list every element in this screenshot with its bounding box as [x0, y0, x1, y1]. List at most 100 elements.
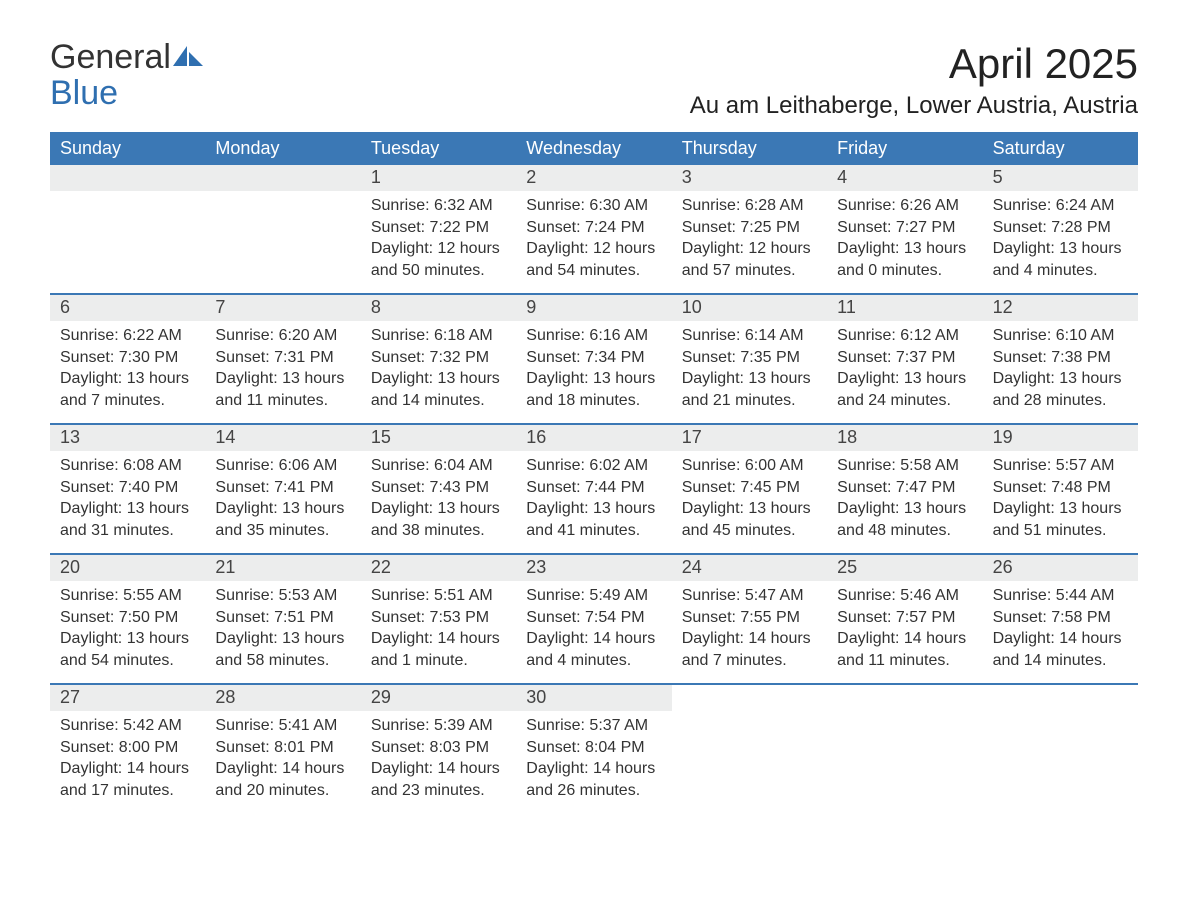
day-number: 3 — [672, 165, 827, 191]
day-details: Sunrise: 6:14 AMSunset: 7:35 PMDaylight:… — [672, 321, 827, 419]
sunset-text: Sunset: 7:41 PM — [215, 477, 350, 499]
day-cell: 6Sunrise: 6:22 AMSunset: 7:30 PMDaylight… — [50, 295, 205, 423]
daylight-text: Daylight: 13 hours and 24 minutes. — [837, 368, 972, 411]
location-subtitle: Au am Leithaberge, Lower Austria, Austri… — [690, 92, 1138, 120]
day-cell — [205, 165, 360, 293]
weekday-header: Thursday — [672, 132, 827, 165]
day-number: 29 — [361, 685, 516, 711]
daylight-text: Daylight: 14 hours and 11 minutes. — [837, 628, 972, 671]
daylight-text: Daylight: 13 hours and 35 minutes. — [215, 498, 350, 541]
day-details: Sunrise: 5:39 AMSunset: 8:03 PMDaylight:… — [361, 711, 516, 809]
day-number — [827, 685, 982, 711]
day-details: Sunrise: 6:32 AMSunset: 7:22 PMDaylight:… — [361, 191, 516, 289]
day-number: 26 — [983, 555, 1138, 581]
day-details: Sunrise: 6:24 AMSunset: 7:28 PMDaylight:… — [983, 191, 1138, 289]
sunrise-text: Sunrise: 6:16 AM — [526, 325, 661, 347]
day-cell: 13Sunrise: 6:08 AMSunset: 7:40 PMDayligh… — [50, 425, 205, 553]
weekday-header: Monday — [205, 132, 360, 165]
sunset-text: Sunset: 7:34 PM — [526, 347, 661, 369]
daylight-text: Daylight: 14 hours and 23 minutes. — [371, 758, 506, 801]
day-number: 12 — [983, 295, 1138, 321]
sunset-text: Sunset: 7:51 PM — [215, 607, 350, 629]
sunrise-text: Sunrise: 5:51 AM — [371, 585, 506, 607]
sunset-text: Sunset: 7:31 PM — [215, 347, 350, 369]
sunset-text: Sunset: 7:58 PM — [993, 607, 1128, 629]
day-number: 4 — [827, 165, 982, 191]
daylight-text: Daylight: 13 hours and 18 minutes. — [526, 368, 661, 411]
sunset-text: Sunset: 7:35 PM — [682, 347, 817, 369]
week-row: 13Sunrise: 6:08 AMSunset: 7:40 PMDayligh… — [50, 423, 1138, 553]
daylight-text: Daylight: 13 hours and 41 minutes. — [526, 498, 661, 541]
sunrise-text: Sunrise: 5:49 AM — [526, 585, 661, 607]
day-details: Sunrise: 5:41 AMSunset: 8:01 PMDaylight:… — [205, 711, 360, 809]
day-cell: 3Sunrise: 6:28 AMSunset: 7:25 PMDaylight… — [672, 165, 827, 293]
day-cell: 4Sunrise: 6:26 AMSunset: 7:27 PMDaylight… — [827, 165, 982, 293]
day-number: 25 — [827, 555, 982, 581]
day-cell: 11Sunrise: 6:12 AMSunset: 7:37 PMDayligh… — [827, 295, 982, 423]
day-cell: 18Sunrise: 5:58 AMSunset: 7:47 PMDayligh… — [827, 425, 982, 553]
sunset-text: Sunset: 7:55 PM — [682, 607, 817, 629]
daylight-text: Daylight: 14 hours and 17 minutes. — [60, 758, 195, 801]
day-number — [50, 165, 205, 191]
sunrise-text: Sunrise: 6:14 AM — [682, 325, 817, 347]
day-details: Sunrise: 6:28 AMSunset: 7:25 PMDaylight:… — [672, 191, 827, 289]
daylight-text: Daylight: 14 hours and 26 minutes. — [526, 758, 661, 801]
day-number: 19 — [983, 425, 1138, 451]
day-cell: 25Sunrise: 5:46 AMSunset: 7:57 PMDayligh… — [827, 555, 982, 683]
day-details: Sunrise: 6:12 AMSunset: 7:37 PMDaylight:… — [827, 321, 982, 419]
daylight-text: Daylight: 12 hours and 50 minutes. — [371, 238, 506, 281]
sunrise-text: Sunrise: 6:30 AM — [526, 195, 661, 217]
day-cell: 14Sunrise: 6:06 AMSunset: 7:41 PMDayligh… — [205, 425, 360, 553]
day-number: 28 — [205, 685, 360, 711]
day-number: 7 — [205, 295, 360, 321]
sunset-text: Sunset: 8:01 PM — [215, 737, 350, 759]
sunrise-text: Sunrise: 5:55 AM — [60, 585, 195, 607]
day-details: Sunrise: 6:20 AMSunset: 7:31 PMDaylight:… — [205, 321, 360, 419]
day-details: Sunrise: 6:16 AMSunset: 7:34 PMDaylight:… — [516, 321, 671, 419]
calendar: SundayMondayTuesdayWednesdayThursdayFrid… — [50, 132, 1138, 813]
day-cell — [827, 685, 982, 813]
day-cell: 10Sunrise: 6:14 AMSunset: 7:35 PMDayligh… — [672, 295, 827, 423]
day-number: 17 — [672, 425, 827, 451]
day-cell: 7Sunrise: 6:20 AMSunset: 7:31 PMDaylight… — [205, 295, 360, 423]
sunset-text: Sunset: 7:28 PM — [993, 217, 1128, 239]
sunrise-text: Sunrise: 6:00 AM — [682, 455, 817, 477]
day-number: 21 — [205, 555, 360, 581]
page-header: General Blue April 2025 Au am Leithaberg… — [50, 40, 1138, 120]
sunset-text: Sunset: 7:54 PM — [526, 607, 661, 629]
day-cell: 9Sunrise: 6:16 AMSunset: 7:34 PMDaylight… — [516, 295, 671, 423]
daylight-text: Daylight: 14 hours and 4 minutes. — [526, 628, 661, 671]
daylight-text: Daylight: 14 hours and 20 minutes. — [215, 758, 350, 801]
day-cell: 19Sunrise: 5:57 AMSunset: 7:48 PMDayligh… — [983, 425, 1138, 553]
sunrise-text: Sunrise: 5:42 AM — [60, 715, 195, 737]
daylight-text: Daylight: 14 hours and 7 minutes. — [682, 628, 817, 671]
day-cell: 20Sunrise: 5:55 AMSunset: 7:50 PMDayligh… — [50, 555, 205, 683]
sunrise-text: Sunrise: 5:47 AM — [682, 585, 817, 607]
brand-line1: General — [50, 38, 171, 76]
day-details: Sunrise: 5:57 AMSunset: 7:48 PMDaylight:… — [983, 451, 1138, 549]
sunset-text: Sunset: 7:25 PM — [682, 217, 817, 239]
daylight-text: Daylight: 14 hours and 1 minute. — [371, 628, 506, 671]
daylight-text: Daylight: 14 hours and 14 minutes. — [993, 628, 1128, 671]
day-details: Sunrise: 5:37 AMSunset: 8:04 PMDaylight:… — [516, 711, 671, 809]
day-number: 6 — [50, 295, 205, 321]
day-details: Sunrise: 6:30 AMSunset: 7:24 PMDaylight:… — [516, 191, 671, 289]
day-cell: 26Sunrise: 5:44 AMSunset: 7:58 PMDayligh… — [983, 555, 1138, 683]
sunrise-text: Sunrise: 6:12 AM — [837, 325, 972, 347]
day-number: 27 — [50, 685, 205, 711]
day-cell: 24Sunrise: 5:47 AMSunset: 7:55 PMDayligh… — [672, 555, 827, 683]
day-cell: 5Sunrise: 6:24 AMSunset: 7:28 PMDaylight… — [983, 165, 1138, 293]
daylight-text: Daylight: 12 hours and 57 minutes. — [682, 238, 817, 281]
day-details: Sunrise: 5:44 AMSunset: 7:58 PMDaylight:… — [983, 581, 1138, 679]
day-details: Sunrise: 6:04 AMSunset: 7:43 PMDaylight:… — [361, 451, 516, 549]
daylight-text: Daylight: 13 hours and 21 minutes. — [682, 368, 817, 411]
day-details: Sunrise: 6:10 AMSunset: 7:38 PMDaylight:… — [983, 321, 1138, 419]
day-number: 1 — [361, 165, 516, 191]
day-number — [205, 165, 360, 191]
day-details: Sunrise: 5:42 AMSunset: 8:00 PMDaylight:… — [50, 711, 205, 809]
day-cell: 2Sunrise: 6:30 AMSunset: 7:24 PMDaylight… — [516, 165, 671, 293]
sunrise-text: Sunrise: 6:06 AM — [215, 455, 350, 477]
day-number: 10 — [672, 295, 827, 321]
week-row: 1Sunrise: 6:32 AMSunset: 7:22 PMDaylight… — [50, 165, 1138, 293]
title-block: April 2025 Au am Leithaberge, Lower Aust… — [690, 40, 1138, 120]
